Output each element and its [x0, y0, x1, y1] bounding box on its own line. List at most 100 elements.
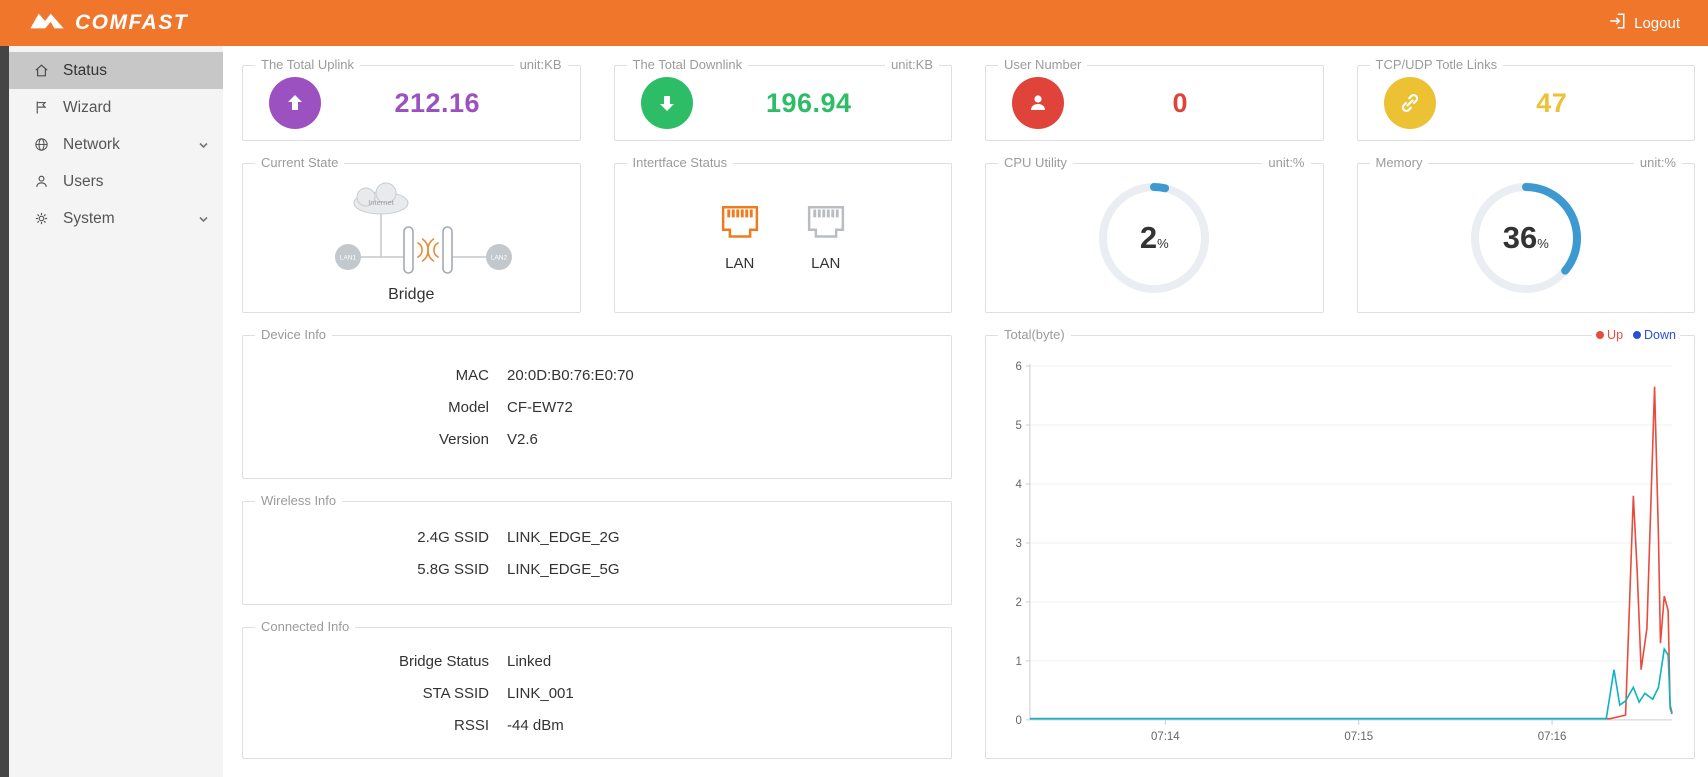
card-title: Intertface Status — [626, 155, 734, 170]
svg-text:2: 2 — [1016, 597, 1022, 609]
internet-cloud-icon: Internet — [353, 182, 409, 214]
row-label: MAC — [455, 366, 489, 384]
tcp-udp-value: 47 — [1536, 87, 1568, 118]
card-title: Memory — [1369, 155, 1429, 170]
globe-icon — [33, 136, 63, 153]
sidebar-nav: Status Wizard Network — [9, 46, 223, 777]
sidebar-item-label: Users — [63, 172, 104, 190]
lan-port-idle: LAN — [806, 205, 846, 272]
mac-address-value: 20:0D:B0:76:E0:70 — [507, 366, 634, 384]
sidebar-item-status[interactable]: Status — [9, 52, 223, 89]
percent-sign: % — [1537, 235, 1549, 251]
sta-ssid-value: LINK_001 — [507, 684, 574, 702]
chevron-down-icon — [198, 140, 209, 150]
version-value: V2.6 — [507, 430, 538, 448]
card-unit: unit:KB — [885, 57, 939, 72]
card-unit: unit:KB — [513, 57, 568, 72]
sidebar-item-users[interactable]: Users — [9, 163, 223, 200]
legend-dot — [1596, 331, 1605, 339]
arrow-down-icon — [640, 77, 693, 129]
user-number-value: 0 — [1172, 87, 1189, 118]
sidebar-item-label: Wizard — [63, 98, 112, 116]
svg-text:LAN2: LAN2 — [491, 254, 508, 261]
info-row: Version V2.6 — [267, 431, 927, 448]
chart-title: Total(byte) — [998, 327, 1071, 342]
arrow-up-icon — [269, 77, 321, 129]
row-label: Version — [438, 430, 489, 448]
memory-gauge: 36 % — [1467, 179, 1585, 297]
connected-info-card: Connected Info Bridge Status Linked STA … — [242, 619, 952, 759]
chart-legend: Up Down — [1592, 328, 1680, 342]
svg-text:0: 0 — [1016, 715, 1022, 727]
card-title: Current State — [255, 155, 345, 170]
card-unit: unit:% — [1262, 155, 1311, 170]
card-unit: unit:% — [1633, 155, 1682, 170]
legend-dot — [1633, 331, 1642, 339]
port-label: LAN — [811, 254, 841, 272]
info-row: STA SSID LINK_001 — [267, 685, 927, 702]
row-label: Bridge Status — [398, 652, 489, 670]
sidebar-item-label: Network — [63, 135, 120, 153]
total-uplink-card: The Total Uplink unit:KB 212.16 — [242, 57, 581, 141]
current-state-card: Current State — [242, 155, 581, 313]
downlink-value: 196.94 — [765, 87, 852, 118]
traffic-chart-panel: Total(byte) Up Down 0 1 2 3 4 5 6 07:14 07:15 07:… — [985, 327, 1695, 759]
card-title: The Total Downlink — [626, 57, 749, 72]
svg-text:07:14: 07:14 — [1151, 731, 1180, 743]
antenna-icons — [403, 225, 454, 274]
top-header-bar: COMFAST Logout — [0, 0, 1708, 46]
model-value: CF-EW72 — [507, 398, 573, 416]
bridge-topology-diagram: Internet LAN1 LAN2 — [286, 181, 536, 284]
svg-text:07:16: 07:16 — [1538, 731, 1567, 743]
svg-text:4: 4 — [1016, 479, 1023, 491]
lan2-node: LAN2 — [486, 243, 513, 270]
ssid-5g-value: LINK_EDGE_5G — [507, 560, 620, 578]
wifi-waves-icon — [417, 237, 440, 262]
logout-button[interactable]: Logout — [1608, 12, 1680, 34]
chain-link-icon — [1383, 77, 1436, 129]
device-info-card: Device Info MAC 20:0D:B0:76:E0:70 Model … — [242, 327, 952, 479]
row-label: Model — [448, 398, 489, 416]
memory-percent-value: 36 — [1502, 220, 1538, 255]
sidebar-item-network[interactable]: Network — [9, 126, 223, 163]
wireless-info-card: Wireless Info 2.4G SSID LINK_EDGE_2G 5.8… — [242, 493, 952, 605]
card-title: Device Info — [255, 327, 333, 342]
logout-label: Logout — [1634, 14, 1680, 32]
gear-icon — [33, 210, 63, 227]
legend-item-up[interactable]: Up — [1596, 328, 1623, 342]
svg-text:07:15: 07:15 — [1344, 731, 1373, 743]
uplink-value: 212.16 — [394, 87, 481, 118]
percent-sign: % — [1157, 235, 1169, 251]
ssid-2g-value: LINK_EDGE_2G — [507, 528, 620, 546]
ethernet-port-icon — [720, 205, 760, 246]
svg-text:Internet: Internet — [369, 198, 395, 207]
cpu-utility-card: CPU Utility unit:% 2 % — [985, 155, 1324, 313]
card-title: CPU Utility — [998, 155, 1073, 170]
info-row: RSSI -44 dBm — [267, 717, 927, 734]
interface-status-card: Intertface Status LAN — [613, 155, 952, 313]
sidebar-item-system[interactable]: System — [9, 200, 223, 237]
port-label: LAN — [725, 254, 755, 272]
row-label: 2.4G SSID — [417, 528, 489, 546]
card-title: TCP/UDP Totle Links — [1369, 57, 1504, 72]
legend-item-down[interactable]: Down — [1633, 328, 1676, 342]
bridge-status-value: Linked — [507, 652, 552, 670]
cpu-percent-value: 2 — [1139, 220, 1158, 255]
svg-text:6: 6 — [1016, 361, 1022, 373]
svg-text:1: 1 — [1016, 656, 1022, 668]
user-number-card: User Number 0 — [985, 57, 1324, 141]
sidebar-item-label: System — [63, 209, 115, 227]
flag-icon — [33, 99, 63, 116]
cpu-gauge: 2 % — [1095, 179, 1213, 297]
brand: COMFAST — [28, 9, 188, 38]
svg-text:5: 5 — [1016, 420, 1022, 432]
legend-label: Up — [1607, 328, 1624, 342]
person-icon — [33, 173, 63, 190]
card-title: The Total Uplink — [255, 57, 360, 72]
sidebar-item-label: Status — [63, 61, 107, 79]
logout-icon — [1608, 12, 1626, 34]
info-row: MAC 20:0D:B0:76:E0:70 — [267, 367, 927, 384]
card-title: User Number — [998, 57, 1088, 72]
card-title: Connected Info — [255, 619, 356, 634]
sidebar-item-wizard[interactable]: Wizard — [9, 89, 223, 126]
